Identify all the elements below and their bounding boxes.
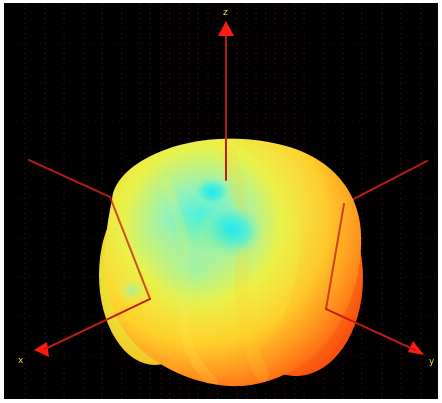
axis-labels: z x y xyxy=(18,8,435,367)
axis-left-upper xyxy=(28,159,111,198)
axis-left-inner xyxy=(109,196,151,300)
y-axis-label: y xyxy=(429,357,435,367)
axis-y-front xyxy=(325,308,416,351)
z-axis-label: z xyxy=(223,8,228,18)
axis-right-inner xyxy=(325,203,345,310)
y-axis-arrow-icon xyxy=(408,341,424,355)
axis-x-front xyxy=(44,298,151,350)
axes-front xyxy=(44,134,416,351)
x-axis-arrow-icon xyxy=(34,342,49,357)
z-axis-arrow-icon xyxy=(218,21,234,36)
3d-scene: z x y xyxy=(4,3,438,399)
axis-arrows xyxy=(34,21,424,357)
surface-dot-overlay xyxy=(104,138,362,387)
3d-viewport[interactable]: z x y xyxy=(4,3,438,399)
axis-right-upper xyxy=(343,160,428,205)
x-axis-label: x xyxy=(18,356,24,366)
surface-model xyxy=(99,138,363,387)
3d-plot-frame: z x y xyxy=(4,3,438,399)
